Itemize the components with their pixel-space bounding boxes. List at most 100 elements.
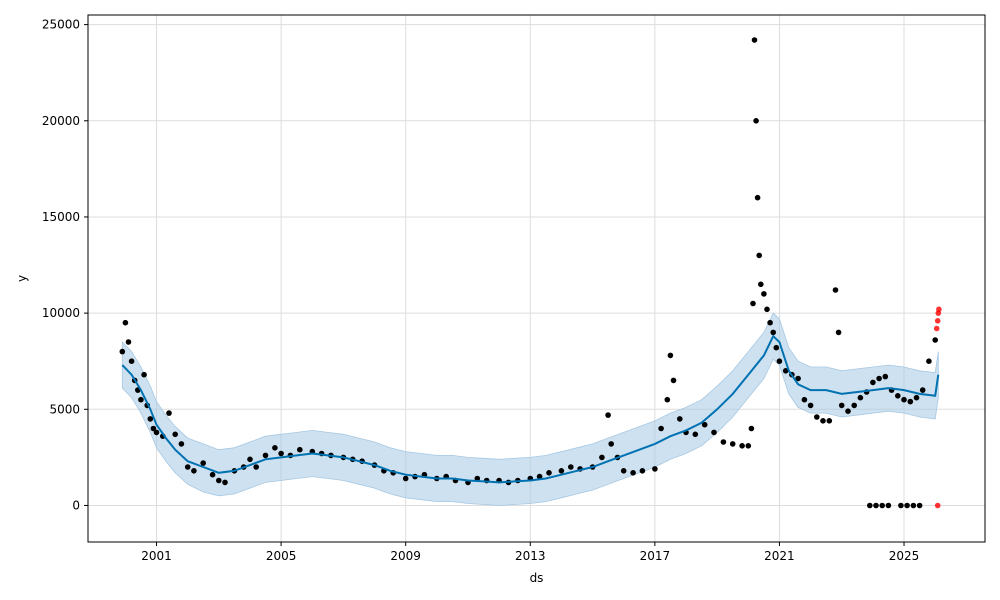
observed-point	[677, 416, 683, 422]
observed-point	[536, 473, 543, 480]
x-tick-label: 2009	[390, 549, 421, 563]
observed-point	[919, 387, 926, 393]
observed-point	[630, 470, 636, 476]
observed-point	[711, 429, 717, 436]
x-tick-label: 2021	[764, 549, 795, 563]
forecast-line-layer	[121, 334, 940, 484]
observed-point	[776, 358, 783, 365]
observed-point	[753, 118, 759, 124]
observed-point	[253, 464, 259, 470]
observed-point	[873, 502, 879, 509]
observed-point	[608, 441, 614, 447]
observed-point	[546, 470, 552, 476]
observed-point	[832, 287, 839, 293]
x-axis-label: ds	[530, 571, 544, 585]
observed-point	[153, 429, 160, 436]
observed-point	[867, 502, 873, 509]
observed-point	[751, 37, 758, 43]
observed-point	[701, 421, 708, 428]
observed-point	[876, 375, 882, 382]
grid-layer	[88, 15, 985, 542]
future-points-layer	[933, 306, 942, 509]
observed-point	[166, 410, 172, 416]
observed-point	[184, 464, 191, 470]
observed-point	[926, 358, 932, 365]
observed-point	[658, 425, 664, 432]
observed-point	[216, 477, 222, 484]
observed-point	[568, 464, 574, 470]
observed-point	[402, 475, 409, 482]
observed-point	[247, 456, 253, 463]
observed-point	[851, 402, 857, 409]
observed-point	[764, 306, 770, 313]
observed-point	[782, 368, 789, 374]
observed-point	[745, 443, 752, 449]
x-tick-label: 2017	[640, 549, 671, 563]
observed-point	[122, 319, 129, 326]
observed-point	[826, 418, 833, 424]
observed-point	[932, 337, 938, 343]
observed-point	[750, 300, 756, 307]
observed-point	[639, 468, 646, 474]
observed-point	[474, 475, 481, 482]
observed-point	[907, 398, 914, 405]
observed-point	[882, 373, 889, 380]
observed-point	[773, 344, 780, 351]
observed-point	[172, 431, 178, 438]
y-axis-label: y	[15, 275, 29, 282]
ticks-layer: 2001 2005 2009 2013 2017 2021 2025 0 5000 10000 15…	[42, 18, 919, 563]
observed-point	[652, 466, 658, 472]
observed-point	[141, 371, 147, 378]
observed-point	[720, 439, 727, 445]
interval-band-layer	[121, 312, 939, 506]
observed-point	[278, 450, 284, 457]
observed-point	[761, 291, 767, 297]
observed-point	[767, 319, 773, 326]
observed-point	[901, 396, 907, 403]
y-tick-label: 15000	[42, 210, 80, 224]
observed-point	[558, 468, 565, 474]
x-tick-label: 2001	[141, 549, 172, 563]
observed-point	[297, 446, 303, 453]
observed-point	[870, 379, 876, 386]
observed-point	[879, 502, 885, 509]
observed-point	[814, 414, 820, 420]
future-point	[934, 318, 941, 324]
observed-point	[754, 194, 761, 201]
observed-point	[605, 412, 611, 418]
y-tick-label: 20000	[42, 114, 80, 128]
observed-point	[729, 441, 736, 447]
observed-point	[898, 502, 904, 509]
plot-frame	[87, 14, 986, 543]
observed-point	[807, 402, 814, 409]
observed-point	[913, 394, 920, 401]
observed-point	[147, 416, 154, 422]
forecast-line	[121, 334, 940, 484]
uncertainty-interval-band	[121, 312, 939, 506]
observed-point	[620, 468, 627, 474]
observed-point	[916, 502, 923, 509]
observed-point	[667, 352, 674, 359]
observed-point	[222, 479, 228, 486]
observed-point	[770, 329, 776, 336]
x-tick-label: 2025	[889, 549, 920, 563]
observed-point	[599, 454, 605, 461]
observed-point	[748, 425, 755, 432]
observed-point	[795, 375, 801, 382]
future-point	[934, 502, 941, 509]
observed-point	[200, 460, 206, 466]
observed-point	[838, 402, 845, 409]
y-tick-label: 25000	[42, 18, 80, 32]
x-tick-label: 2005	[266, 549, 297, 563]
observed-point	[262, 452, 269, 459]
observed-point	[119, 348, 126, 355]
future-point	[936, 306, 942, 313]
observed-point	[895, 393, 901, 399]
observed-point	[910, 502, 917, 509]
observed-point	[670, 377, 677, 384]
observed-point	[885, 502, 892, 509]
y-tick-label: 5000	[49, 402, 80, 416]
observed-point	[125, 339, 132, 345]
